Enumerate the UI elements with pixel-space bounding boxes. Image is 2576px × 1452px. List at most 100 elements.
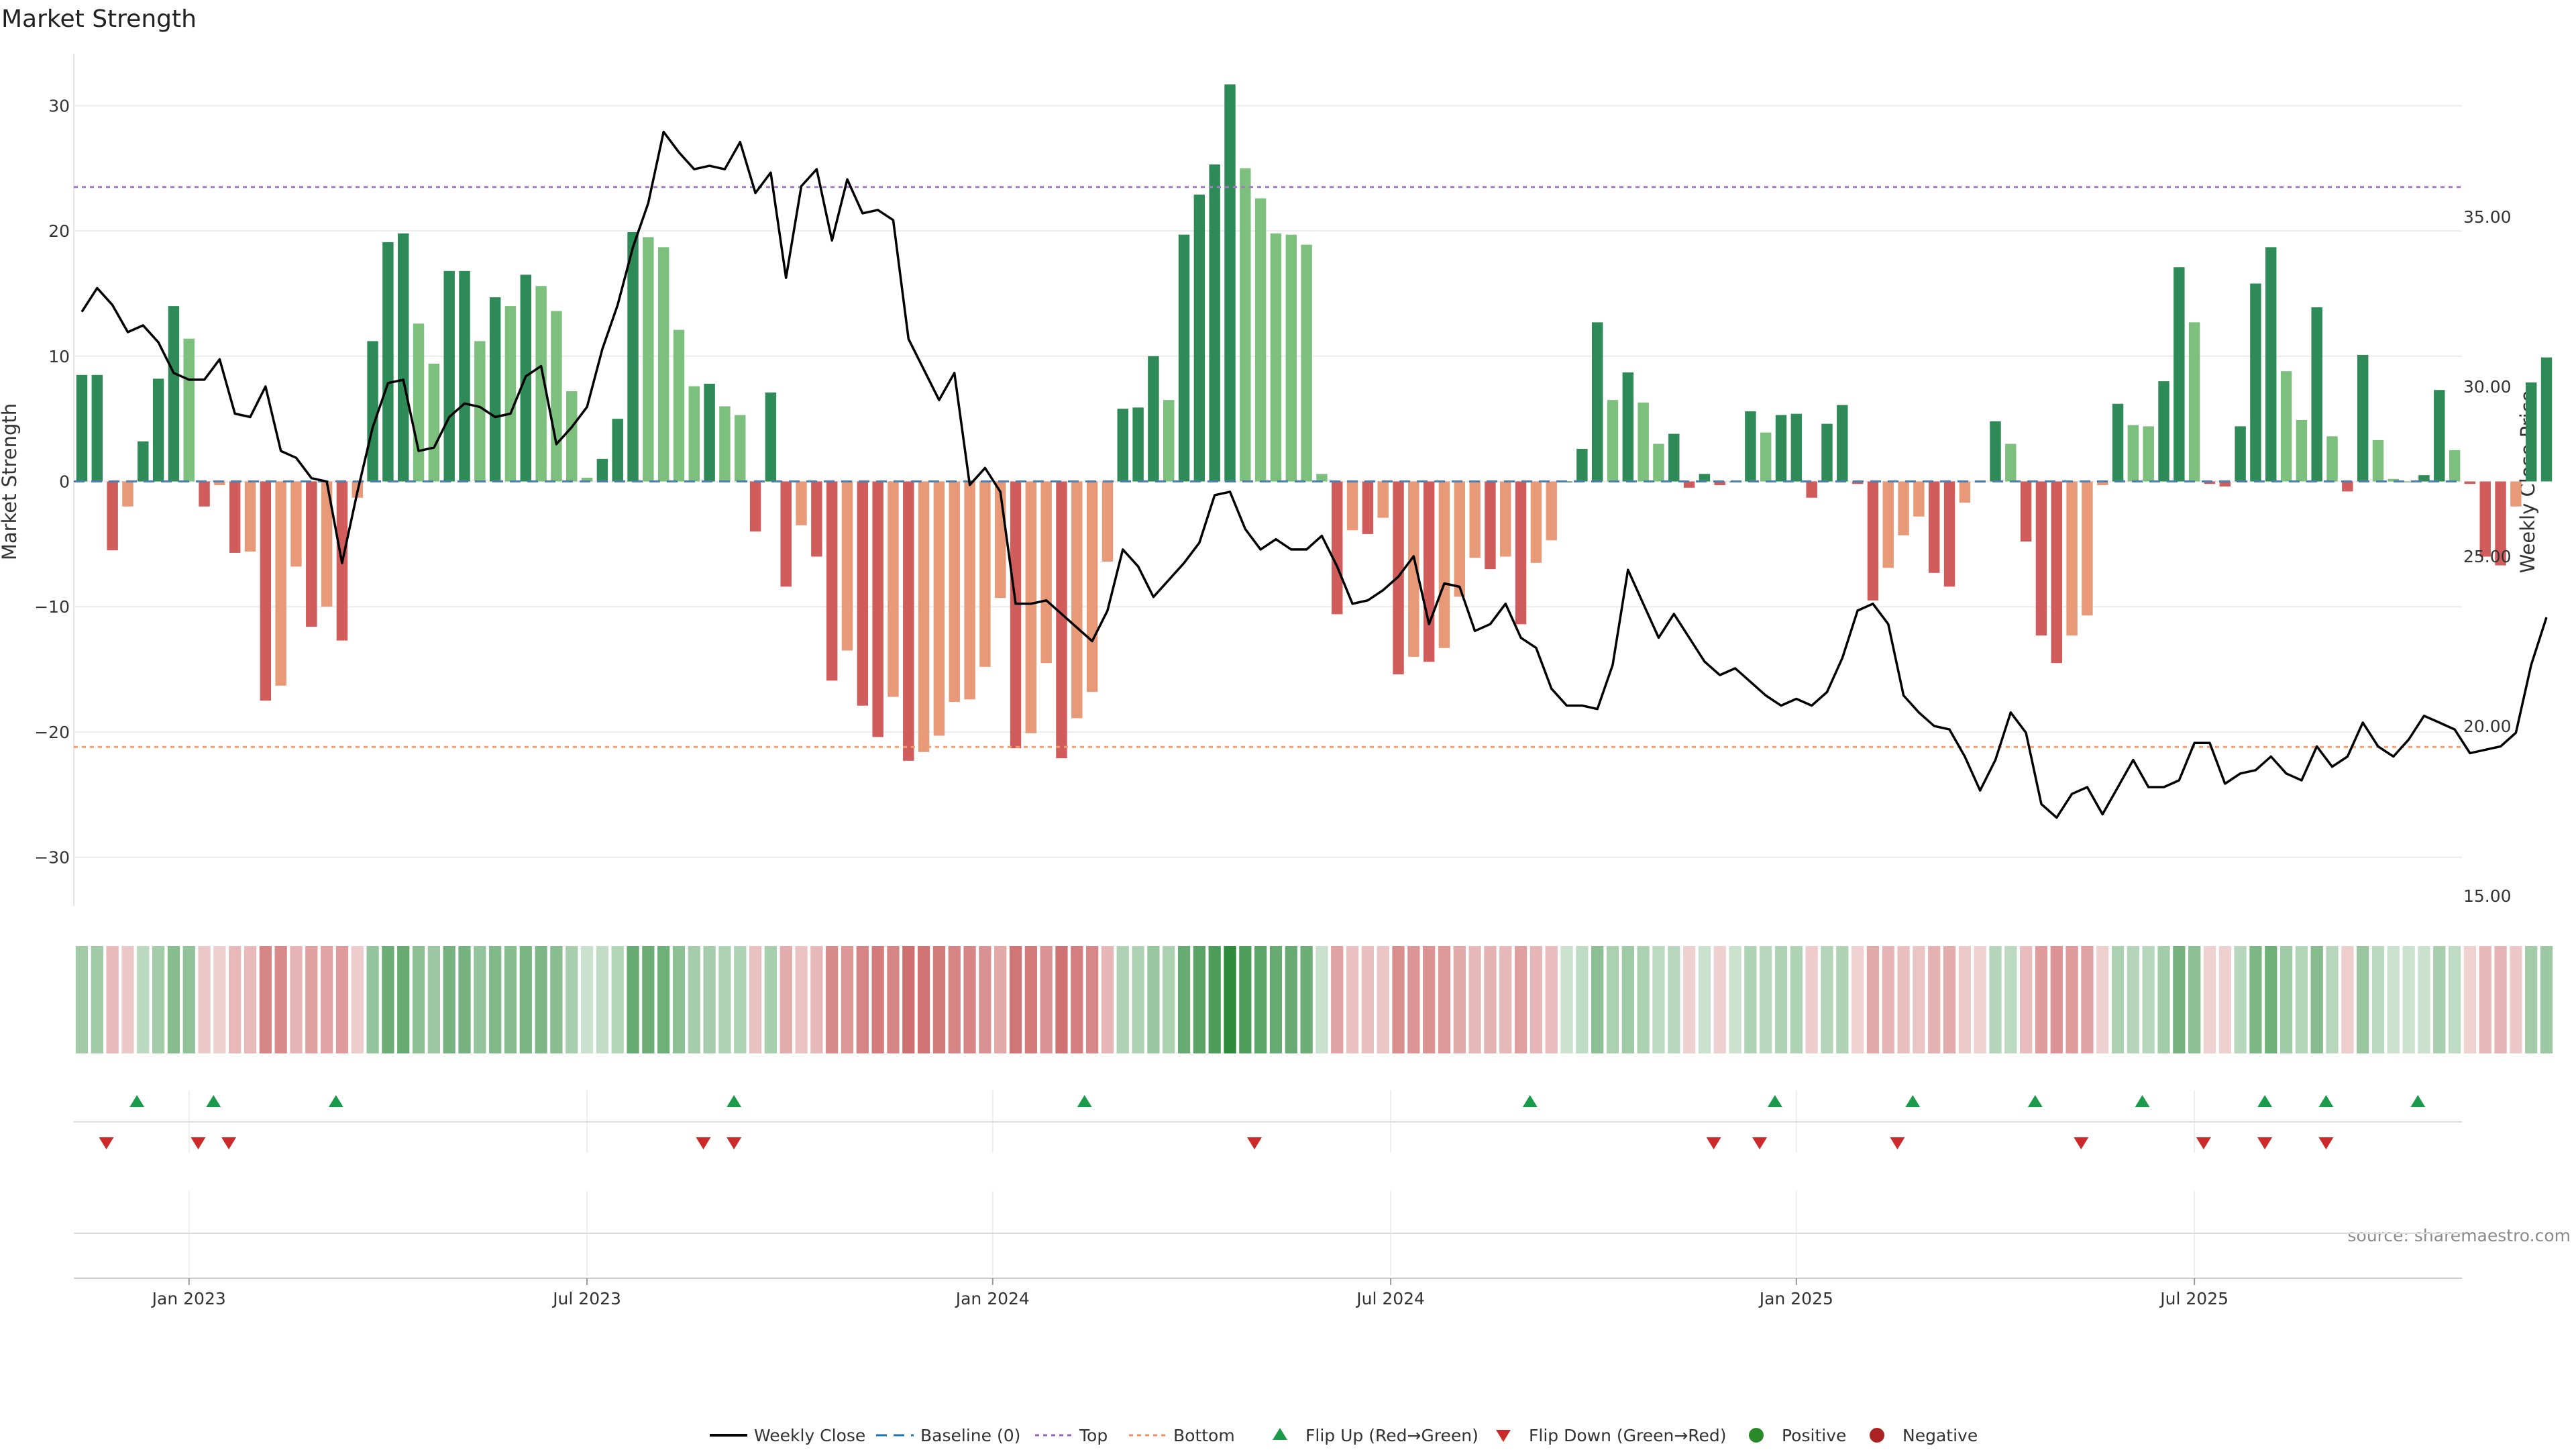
flip-up-marker <box>2410 1095 2426 1107</box>
strength-bar <box>2204 481 2216 484</box>
heat-cell <box>351 946 364 1053</box>
heat-cell <box>152 946 165 1053</box>
heat-cell <box>1071 946 1083 1053</box>
heat-cell <box>489 946 502 1053</box>
flip-down-marker <box>221 1137 237 1149</box>
strength-bar <box>1638 402 1649 482</box>
strength-bar <box>627 231 639 482</box>
heat-cell <box>948 946 961 1053</box>
y-tick-label: 20 <box>48 221 70 241</box>
heat-cell <box>1958 946 1971 1053</box>
flip-down-marker <box>2196 1137 2211 1149</box>
heat-cell <box>427 946 440 1053</box>
strength-bar <box>2143 426 2154 482</box>
strength-bar <box>704 383 715 482</box>
strength-bar <box>1209 164 1220 482</box>
strength-bar <box>229 481 241 553</box>
strength-bar <box>841 481 853 651</box>
strength-bar <box>1071 481 1083 719</box>
strength-bar <box>76 374 88 482</box>
heat-cell <box>290 946 303 1053</box>
legend-swatch-circle <box>1870 1428 1884 1443</box>
heat-cell <box>1177 946 1191 1053</box>
strength-bar <box>1898 481 1909 535</box>
heat-cell <box>2510 946 2522 1053</box>
strength-bar <box>2158 381 2169 482</box>
heat-cell <box>106 946 119 1053</box>
strength-bar <box>1622 372 1634 482</box>
flip-down-marker <box>2074 1137 2089 1149</box>
y-tick-label: −10 <box>34 597 70 617</box>
strength-bar <box>1377 481 1389 518</box>
strength-bar <box>1790 413 1803 482</box>
strength-bar <box>765 392 777 482</box>
legend-swatch-circle <box>1749 1428 1764 1443</box>
flip-down-marker <box>2257 1137 2273 1149</box>
heat-cell <box>1468 946 1481 1053</box>
strength-bar <box>1607 400 1619 482</box>
heat-cell <box>826 946 839 1053</box>
heat-cell <box>1361 946 1375 1053</box>
strength-bar <box>719 406 731 482</box>
heat-cell <box>2279 946 2293 1053</box>
heat-cell <box>1606 946 1619 1053</box>
heat-cell <box>764 946 777 1053</box>
heat-cell <box>1668 946 1680 1053</box>
y-tick-label: 30 <box>48 96 70 115</box>
strength-bar <box>1010 481 1022 749</box>
strength-bar <box>2357 354 2369 482</box>
heat-cell <box>1009 946 1022 1053</box>
strength-bar <box>382 242 394 482</box>
heat-cell <box>305 946 318 1053</box>
heat-cell <box>2218 946 2231 1053</box>
legend-label: Negative <box>1902 1426 1978 1445</box>
x-tick-label: Jul 2025 <box>2159 1289 2229 1308</box>
heat-cell <box>213 946 226 1053</box>
strength-bar <box>2035 481 2047 636</box>
strength-bar <box>443 270 455 482</box>
strength-bar <box>1837 405 1848 482</box>
strength-bar <box>2342 481 2353 492</box>
heat-cell <box>1116 946 1129 1053</box>
heat-cell <box>198 946 211 1053</box>
heat-cell <box>1040 946 1053 1053</box>
heat-cell <box>703 946 716 1053</box>
strength-bar <box>1821 423 1833 482</box>
heat-cell <box>2249 946 2262 1053</box>
legend-label: Positive <box>1782 1426 1846 1445</box>
strength-bar <box>1362 481 1374 534</box>
heat-cell <box>1897 946 1910 1053</box>
strength-bar <box>1163 400 1175 482</box>
legend-label: Flip Down (Green→Red) <box>1529 1426 1727 1445</box>
y-tick-label: 0 <box>59 472 70 492</box>
strength-bar <box>1469 481 1481 558</box>
heat-cell <box>2494 946 2507 1053</box>
heat-cell <box>1591 946 1604 1053</box>
heat-cell <box>335 946 349 1053</box>
flip-down-marker <box>99 1137 114 1149</box>
flip-down-marker <box>191 1137 206 1149</box>
heat-cell <box>566 946 578 1053</box>
strength-bar <box>1193 194 1205 482</box>
strength-bar <box>979 481 991 667</box>
y-tick-label: −20 <box>34 723 70 742</box>
heat-cell <box>1239 946 1252 1053</box>
heat-cell <box>229 946 241 1053</box>
heat-cell <box>2157 946 2170 1053</box>
strength-bar <box>1485 481 1496 570</box>
legend: Weekly Close Baseline (0) Top Bottom Flip Up… <box>710 1426 1978 1445</box>
heat-cell <box>1147 946 1160 1053</box>
flip-up-marker <box>328 1095 343 1107</box>
heat-cell <box>2111 946 2125 1053</box>
heat-cell <box>1652 946 1665 1053</box>
heat-cell <box>274 946 287 1053</box>
strength-bar <box>2235 426 2246 482</box>
heat-cell <box>366 946 379 1053</box>
flip-up-marker <box>2027 1095 2043 1107</box>
flip-down-marker <box>696 1137 711 1149</box>
heat-cell <box>2463 946 2477 1053</box>
heat-cell <box>519 946 532 1053</box>
flip-markers <box>99 1095 2426 1149</box>
y-axis-label: Market Strength <box>0 403 21 560</box>
heat-cell <box>1024 946 1037 1053</box>
